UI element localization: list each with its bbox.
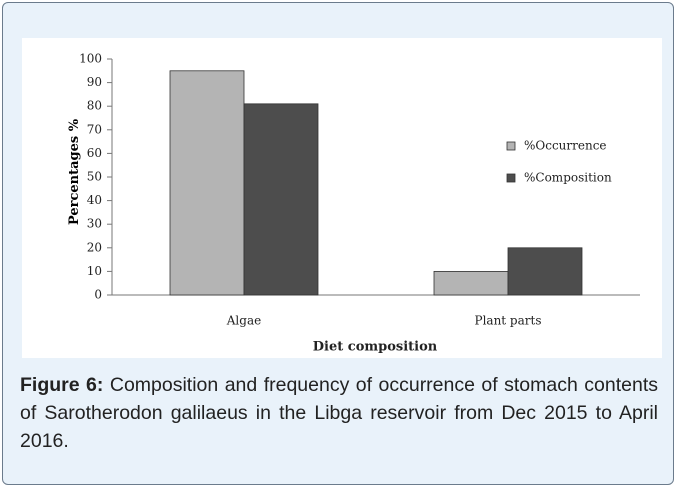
- y-tick-label: 70: [87, 122, 102, 136]
- x-tick-label: Algae: [226, 314, 261, 328]
- y-tick-label: 80: [87, 99, 102, 113]
- y-tick-label: 50: [87, 170, 102, 184]
- caption-label: Figure 6:: [20, 374, 104, 396]
- bar: [243, 103, 319, 296]
- bar: [169, 70, 245, 296]
- y-axis-label: Percentages %: [67, 118, 82, 226]
- legend-label: %Composition: [524, 171, 612, 185]
- y-tick-label: 20: [87, 240, 102, 254]
- y-tick-label: 0: [94, 288, 102, 302]
- bar: [507, 247, 583, 296]
- y-tick-label: 90: [87, 75, 102, 89]
- y-tick-label: 30: [87, 217, 102, 231]
- caption-text: Composition and frequency of occurrence …: [20, 374, 659, 452]
- x-tick-label: Plant parts: [475, 314, 542, 328]
- y-tick-label: 60: [87, 146, 102, 160]
- legend-swatch: [506, 141, 516, 151]
- bar: [433, 270, 509, 296]
- legend-swatch: [506, 173, 516, 183]
- y-tick-label: 10: [87, 264, 102, 278]
- y-tick-label: 100: [79, 52, 102, 66]
- caption: Figure 6: Composition and frequency of o…: [20, 371, 658, 455]
- y-tick-label: 40: [87, 193, 102, 207]
- chart-panel: [22, 38, 662, 358]
- x-axis-label: Diet composition: [313, 340, 438, 355]
- legend-label: %Occurrence: [524, 139, 607, 153]
